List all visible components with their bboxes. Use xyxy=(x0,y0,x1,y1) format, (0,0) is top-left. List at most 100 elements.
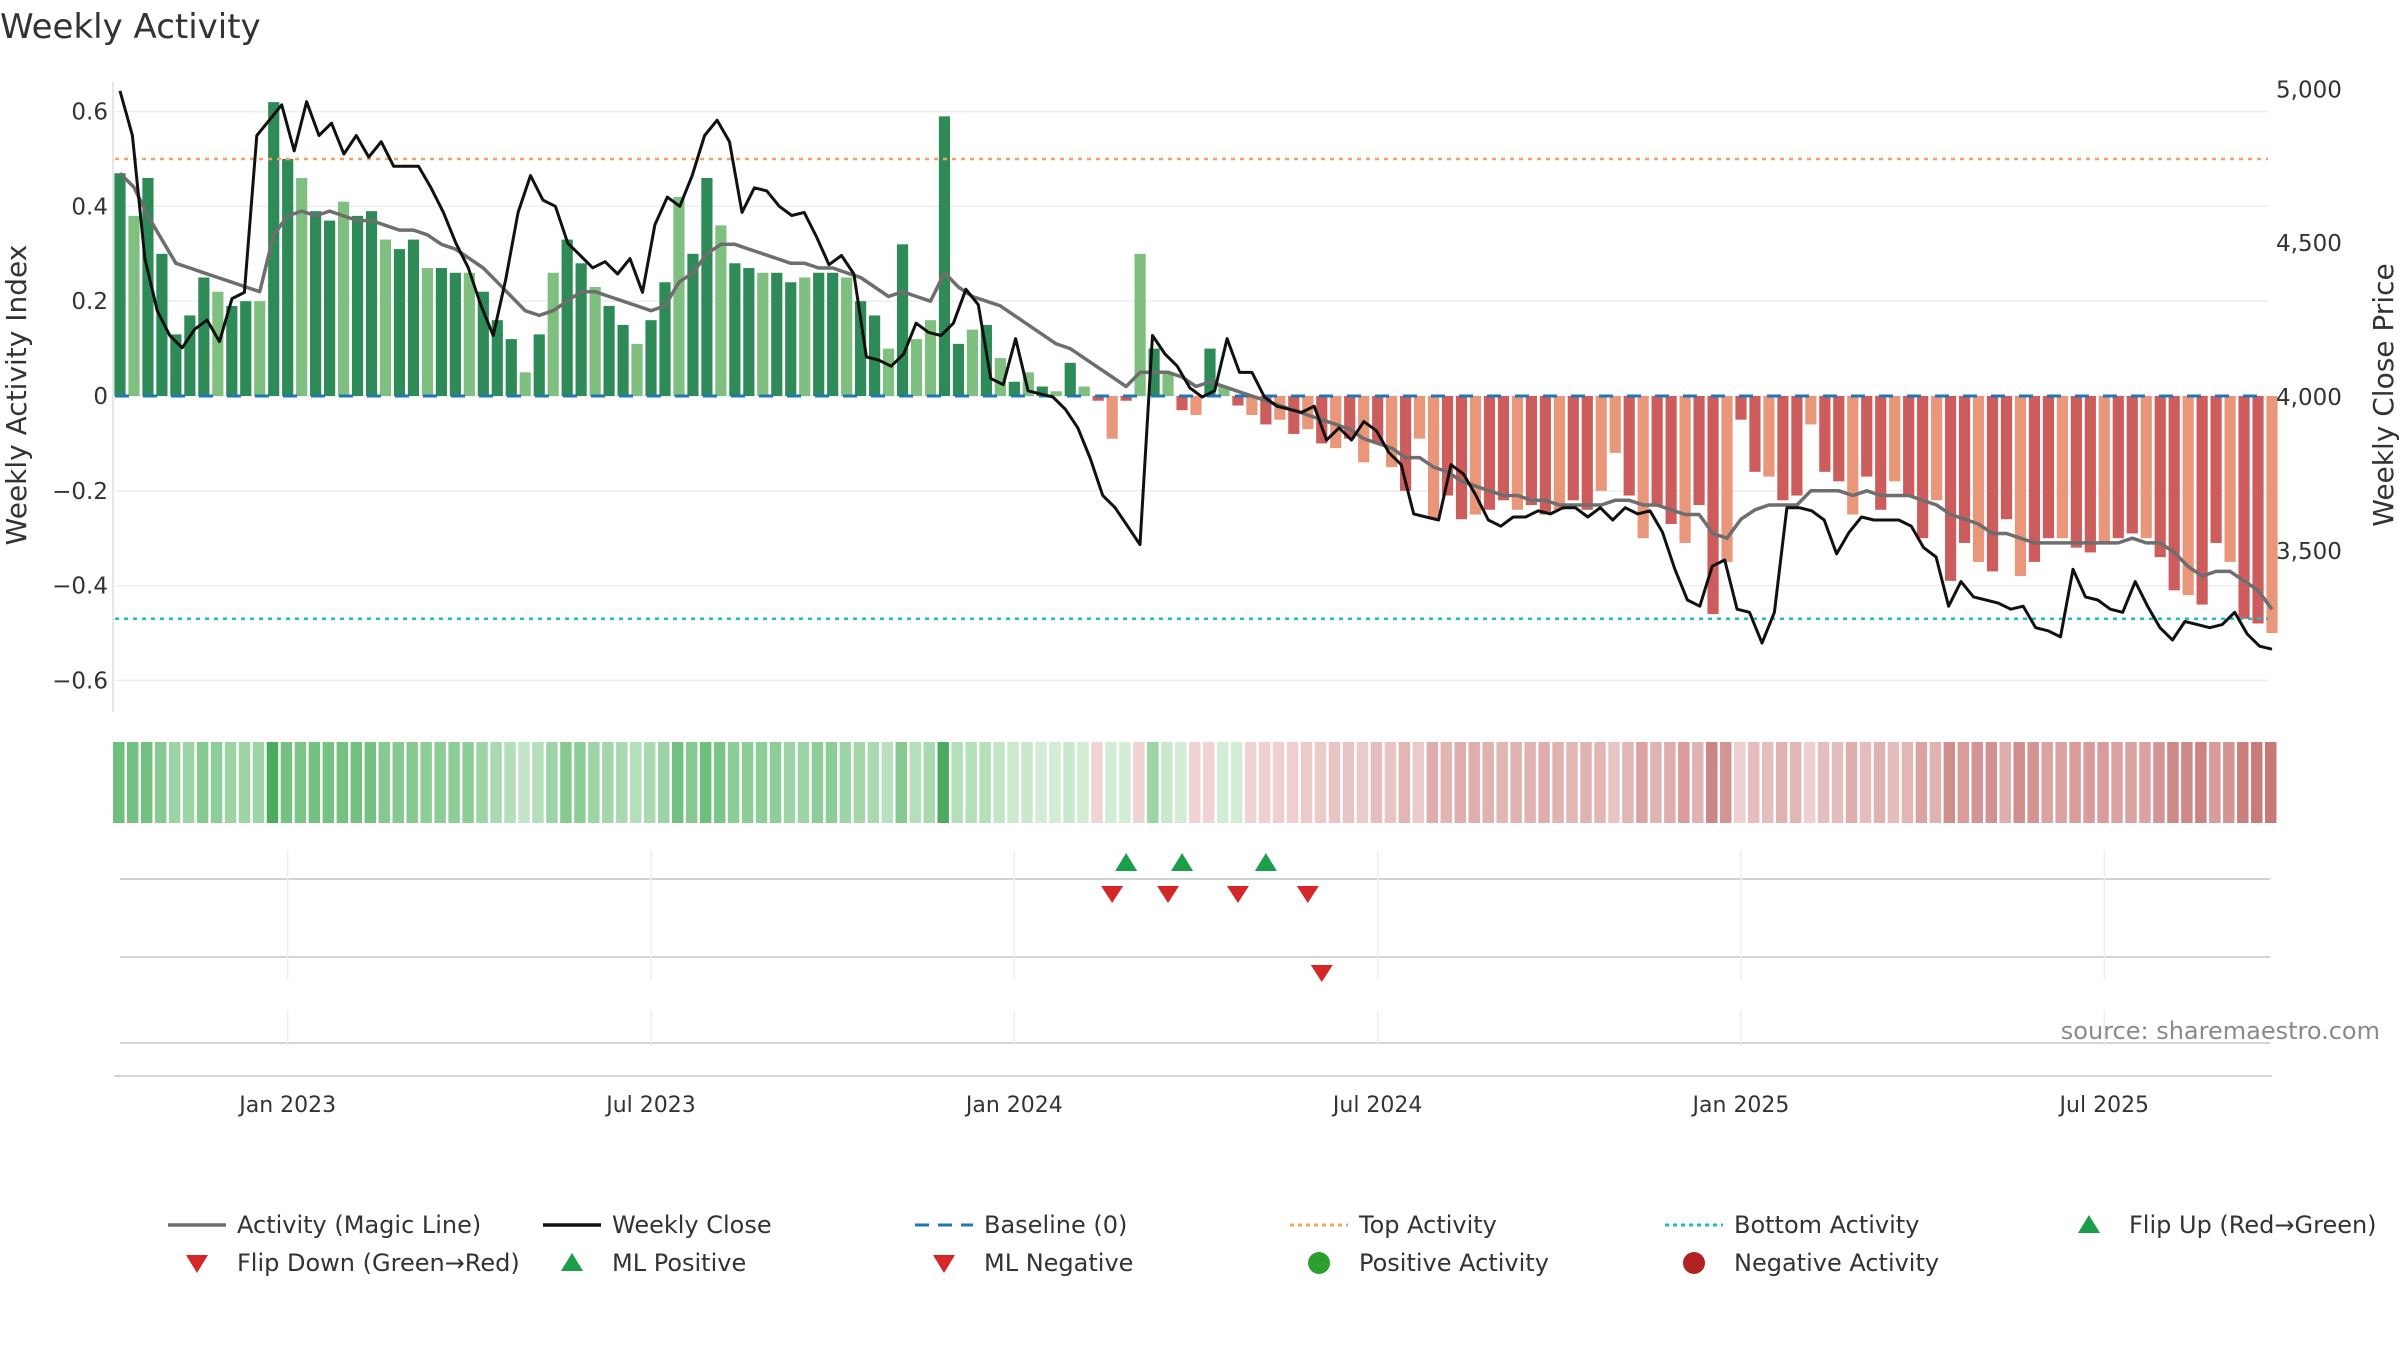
activity-bar xyxy=(1497,396,1510,501)
activity-bar xyxy=(1875,396,1887,510)
activity-bar xyxy=(1330,396,1342,449)
legend-item-bottom_activity: Bottom Activity xyxy=(1665,1211,1919,1239)
strip-cell xyxy=(1524,742,1536,823)
activity-bar xyxy=(1931,396,1943,501)
strip-cell xyxy=(713,742,726,823)
strip-cell xyxy=(1915,742,1928,823)
strip-cell xyxy=(238,742,251,823)
activity-bar xyxy=(631,343,643,396)
legend-label: Bottom Activity xyxy=(1734,1211,1919,1239)
strip-cell xyxy=(2055,742,2067,823)
strip-cell xyxy=(965,742,977,823)
strip-cell xyxy=(797,742,810,823)
strip-cell xyxy=(2013,742,2025,823)
strip-cell xyxy=(560,742,572,823)
strip-cell xyxy=(1230,742,1243,823)
strip-cell xyxy=(699,742,712,823)
activity-bar xyxy=(910,339,923,396)
strip-cell xyxy=(1328,742,1341,823)
strip-cell xyxy=(2195,742,2207,823)
strip-cell xyxy=(1957,742,1970,823)
weekly-close-line xyxy=(118,90,2273,651)
strip-cell xyxy=(1356,742,1369,823)
strip-cell xyxy=(1091,742,1103,823)
activity-bar xyxy=(226,305,238,396)
left-tick-label: 0 xyxy=(93,384,108,410)
activity-bar xyxy=(1078,386,1090,396)
activity-bar xyxy=(869,315,881,396)
strip-cell xyxy=(602,742,614,823)
right-tick-label: 3,500 xyxy=(2276,539,2342,565)
activity-bar xyxy=(1833,396,1845,482)
activity-bar xyxy=(1064,362,1076,396)
activity-bar xyxy=(1441,396,1454,496)
strip-cell xyxy=(1035,742,1047,823)
strip-cell xyxy=(839,742,852,823)
activity-bar xyxy=(1917,396,1929,539)
activity-bar xyxy=(1679,396,1691,543)
strip-cell xyxy=(1189,742,1201,823)
strip-cell xyxy=(1175,742,1187,823)
activity-bar xyxy=(296,177,308,396)
activity-bar xyxy=(505,339,517,396)
left-tick-label: 0.4 xyxy=(71,194,108,220)
strip-cell xyxy=(518,742,530,823)
strip-cell xyxy=(490,742,502,823)
activity-bar xyxy=(337,201,350,396)
strip-cell xyxy=(1342,742,1355,823)
strip-cell xyxy=(2097,742,2109,823)
activity-bar xyxy=(729,263,741,396)
strip-cell xyxy=(2083,742,2095,823)
left-tick-label: −0.4 xyxy=(52,574,108,600)
activity-bar xyxy=(547,272,559,396)
activity-bar xyxy=(2042,396,2055,539)
activity-color-strip xyxy=(113,742,2277,823)
strip-cell xyxy=(1105,742,1117,823)
legend-label: Activity (Magic Line) xyxy=(237,1211,481,1239)
strip-cell xyxy=(1412,742,1425,823)
activity-bar xyxy=(2210,396,2222,543)
legend-label: Flip Up (Red→Green) xyxy=(2129,1211,2377,1239)
activity-bar xyxy=(1986,396,1999,572)
activity-bar xyxy=(351,215,364,396)
activity-bar xyxy=(952,343,965,396)
strip-cell xyxy=(406,742,418,823)
activity-bar xyxy=(827,272,839,396)
strip-cell xyxy=(462,742,474,823)
strip-cell xyxy=(420,742,432,823)
strip-cell xyxy=(140,742,153,823)
activity-bar xyxy=(1861,396,1873,477)
strip-cell xyxy=(1314,742,1327,823)
activity-bar xyxy=(1889,396,1901,482)
activity-bar xyxy=(1511,396,1523,510)
strip-cell xyxy=(532,742,544,823)
activity-bar xyxy=(1581,396,1593,510)
activity-bar xyxy=(1344,396,1356,439)
date-tick-label: Jul 2025 xyxy=(2058,1093,2150,1118)
legend-item-ml_negative: ML Negative xyxy=(933,1249,1133,1277)
activity-bar xyxy=(799,277,811,396)
activity-bar xyxy=(841,277,853,396)
strip-cell xyxy=(811,742,824,823)
strip-cell xyxy=(1049,742,1061,823)
strip-cell xyxy=(616,742,628,823)
legend-item-baseline: Baseline (0) xyxy=(915,1211,1127,1239)
activity-bar xyxy=(1693,396,1705,506)
strip-cell xyxy=(1440,742,1453,823)
strip-cell xyxy=(2041,742,2053,823)
legend-swatch xyxy=(933,1255,955,1273)
strip-cell xyxy=(1021,742,1033,823)
strip-cell xyxy=(1706,742,1718,823)
strip-cell xyxy=(2139,742,2151,823)
strip-cell xyxy=(1398,742,1411,823)
activity-bar xyxy=(170,334,182,396)
magic-line xyxy=(118,171,2274,611)
legend-label: Positive Activity xyxy=(1359,1249,1549,1277)
activity-bar xyxy=(2140,396,2152,539)
activity-bar xyxy=(1176,396,1188,411)
activity-bar xyxy=(1358,396,1370,463)
activity-bar xyxy=(1609,396,1621,453)
strip-cell xyxy=(434,742,446,823)
strip-cell xyxy=(322,742,335,823)
legend-item-top_activity: Top Activity xyxy=(1290,1211,1497,1239)
